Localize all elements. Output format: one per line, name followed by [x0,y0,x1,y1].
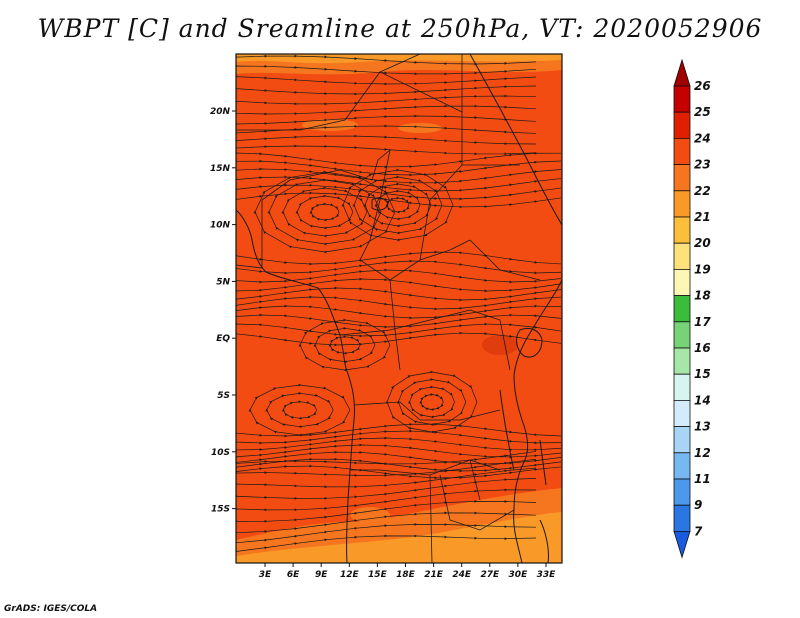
colorbar-label: 14 [694,393,711,407]
border [419,164,463,261]
lon-tick-label: 3E [259,570,272,580]
border [359,149,471,281]
map-field [236,54,562,563]
borders-layer [236,54,541,563]
colorbar-label: 23 [694,158,711,172]
colorbar-swatch [673,321,691,349]
lat-tick-label: 5S [217,391,230,401]
colorbar-swatch [673,137,691,165]
colorbar-label: 9 [694,498,702,512]
colorbar-top-arrow [673,58,691,87]
colorbar-swatch [673,452,691,480]
streamline [236,464,562,480]
lat-tick-label: 20N [210,107,231,117]
lake-tanganyika [499,389,515,471]
streamline [236,331,562,347]
colorbar-label: 25 [694,105,711,119]
colorbar-swatch [673,242,691,270]
colorbar-swatch [673,347,691,375]
lon-tick-label: 24E [452,570,472,580]
border [439,474,515,531]
lon-tick-label: 9E [315,570,328,580]
lat-tick-label: 15S [211,505,230,515]
colorbar-swatch [673,268,691,296]
border [353,401,501,421]
streamline [236,75,537,86]
colorbar-swatch [673,373,691,401]
grads-credit: GrADS: IGES/COLA [4,604,98,614]
lake-chad [371,197,389,211]
colorbar-label: 20 [694,236,711,250]
colorbar-label: 15 [694,367,711,381]
lon-tick-label: 18E [396,570,416,580]
lon-tick-label: 12E [340,570,360,580]
border [236,54,421,131]
colorbar-swatch [673,295,691,323]
lat-tick-label: 5N [216,277,230,287]
colorbar-swatch [673,426,691,454]
streamline [236,534,537,558]
streamline [236,94,537,106]
border [339,309,511,371]
streamline [236,295,562,311]
colorbar-swatch [673,504,691,532]
streamline [236,124,537,134]
streamline [236,114,537,125]
streamline [236,134,537,146]
colorbar-swatch [673,478,691,506]
lat-tick-label: 10N [210,221,231,231]
latitude-axis: 20N 15N 10N 5N EQ 5S 10S 15S [210,107,236,515]
colorbar-label: 22 [694,184,711,198]
colorbar-swatch [673,216,691,244]
lon-tick-label: 15E [368,570,388,580]
map-frame [235,53,563,564]
colorbar-label: 21 [694,210,711,224]
colorbar-label: 16 [694,341,711,355]
border [469,239,541,281]
streamline [236,85,537,96]
border [469,459,481,501]
streamline [236,54,537,66]
border [389,279,401,371]
border [236,149,391,269]
colorbar-swatch [673,85,691,113]
colorbar-label: 7 [694,524,703,538]
colorbar-label: 13 [694,420,711,434]
colorbar-swatch [673,164,691,192]
map-title: WBPT [C] and Sreamline at 250hPa, VT: 20… [37,14,763,43]
lat-tick-label: 15N [210,164,231,174]
streamlines-layer [236,54,562,558]
lake-victoria [516,327,543,358]
streamline [236,64,537,76]
madagascar-coast [539,519,549,563]
wbpt-blob-dark [482,335,518,355]
colorbar-label: 17 [694,315,711,329]
lat-tick-label: EQ [216,334,230,344]
lon-tick-label: 33E [537,570,557,580]
colorbar-label: 26 [694,79,711,93]
lon-tick-label: 21E [424,570,444,580]
streamline [236,104,537,116]
colorbar-bottom-arrow [673,531,691,559]
lake-malawi [539,439,547,486]
colorbar-label: 18 [694,289,711,303]
border [429,474,433,563]
colorbar-label: 12 [694,446,711,460]
colorbar-label: 11 [694,472,711,486]
colorbar-swatch [673,190,691,218]
lon-tick-label: 30E [509,570,529,580]
lat-tick-label: 10S [211,448,230,458]
colorbar-label: 19 [694,262,711,276]
colorbar-swatch [673,111,691,139]
colorbar-label: 24 [694,131,711,145]
lon-tick-label: 6E [287,570,300,580]
streamline [236,191,562,209]
colorbar: 26 25 24 23 22 21 20 19 18 17 16 15 14 13 12 11 9 7 [673,58,711,559]
red-sea-coast [469,54,562,226]
longitude-axis: 3E 6E 9E 12E 15E 18E 21E 24E 27E 30E 33E [259,563,556,580]
colorbar-swatch [673,399,691,427]
lon-tick-label: 27E [480,570,500,580]
